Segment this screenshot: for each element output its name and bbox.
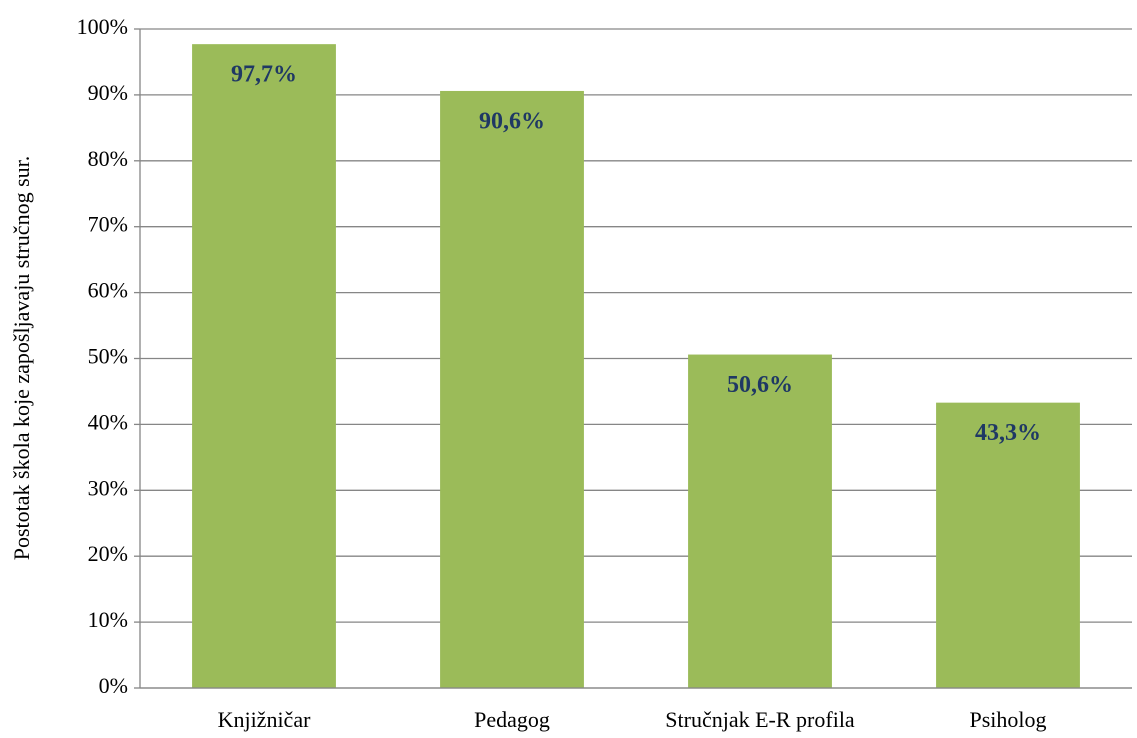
x-tick-label: Pedagog (474, 707, 550, 732)
y-tick-label: 90% (88, 80, 128, 105)
y-tick-label: 0% (99, 673, 128, 698)
bar (440, 90, 584, 689)
value-label: 90,6% (479, 108, 545, 134)
y-tick-label: 50% (88, 344, 128, 369)
y-tick-label: 20% (88, 541, 128, 566)
y-tick-label: 80% (88, 146, 128, 171)
y-tick-label: 60% (88, 278, 128, 303)
y-tick-label: 40% (88, 409, 128, 434)
x-tick-label: Knjižničar (218, 707, 312, 732)
x-tick-label: Stručnjak E-R profila (665, 707, 855, 732)
y-tick-label: 10% (88, 607, 128, 632)
bar (688, 354, 832, 688)
y-tick-label: 30% (88, 475, 128, 500)
value-label: 43,3% (975, 420, 1041, 446)
x-tick-label: Psiholog (969, 707, 1046, 732)
y-tick-label: 100% (77, 14, 128, 39)
bar (192, 44, 336, 689)
value-label: 50,6% (727, 372, 793, 398)
y-tick-label: 70% (88, 212, 128, 237)
value-label: 97,7% (231, 62, 297, 88)
y-axis-label: Postotak škola koje zapošljavaju stručno… (9, 156, 34, 561)
bar (936, 402, 1080, 688)
